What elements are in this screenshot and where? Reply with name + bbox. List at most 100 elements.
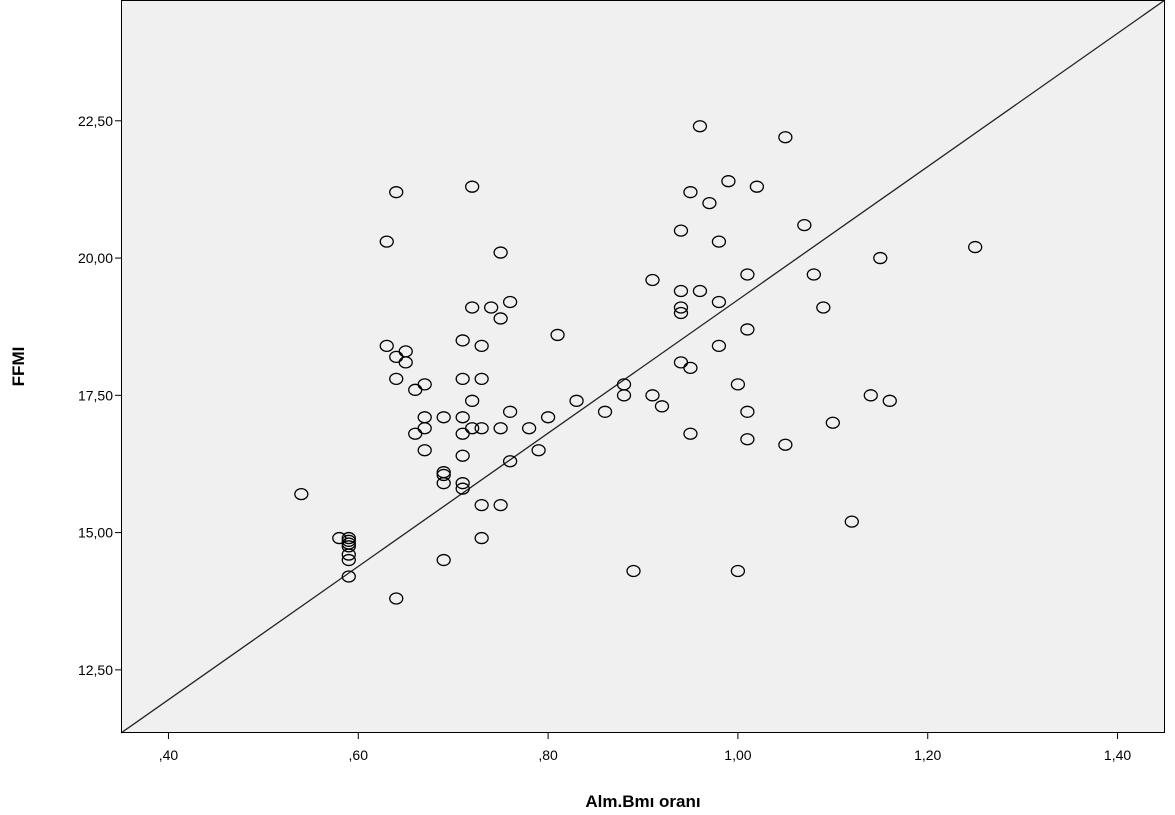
data-point: [341, 534, 356, 547]
data-point: [465, 301, 480, 314]
data-point: [455, 411, 470, 424]
data-point: [417, 378, 432, 391]
data-point: [683, 361, 698, 375]
data-point: [455, 477, 470, 490]
data-point: [749, 180, 765, 193]
data-point: [806, 268, 821, 281]
data-point: [417, 444, 432, 457]
x-tick-label: 1,00: [724, 747, 751, 763]
data-point: [465, 422, 480, 435]
data-point: [673, 224, 689, 237]
y-tick-label: 20,00: [78, 250, 113, 266]
data-point: [778, 131, 793, 144]
y-tick-label: 15,00: [78, 525, 113, 541]
y-axis-title: FFMI: [9, 347, 28, 387]
x-tick-label: ,60: [349, 747, 369, 763]
data-point: [816, 301, 831, 314]
data-point: [502, 295, 518, 309]
data-point: [436, 477, 451, 490]
data-point: [417, 422, 432, 435]
data-point: [389, 592, 404, 605]
data-point: [692, 120, 708, 133]
data-point: [531, 444, 546, 457]
data-point: [493, 498, 508, 512]
data-point: [616, 389, 632, 402]
data-point: [730, 378, 746, 391]
data-point: [654, 400, 670, 413]
data-point: [474, 498, 489, 512]
data-point: [493, 422, 508, 435]
data-point: [455, 334, 470, 347]
data-point: [294, 488, 309, 501]
x-axis-title: Alm.Bmı oranı: [585, 792, 700, 811]
data-point: [540, 411, 556, 424]
data-point: [863, 389, 878, 402]
y-tick-label: 12,50: [78, 662, 113, 678]
data-point: [711, 295, 727, 309]
data-point: [711, 235, 727, 248]
data-point: [778, 438, 793, 451]
data-point: [844, 515, 859, 528]
data-point: [673, 284, 689, 298]
data-point: [692, 284, 708, 298]
data-point: [436, 553, 451, 567]
data-point: [502, 455, 518, 468]
x-axis: ,40 ,60 ,80 1,00 1,20 1,40: [159, 733, 1131, 763]
data-point: [379, 235, 394, 248]
data-point: [341, 540, 356, 553]
data-point: [502, 405, 518, 418]
data-point: [683, 186, 698, 199]
data-point: [882, 394, 897, 407]
data-point: [740, 268, 755, 281]
data-point: [873, 251, 888, 265]
data-point: [474, 531, 489, 545]
data-point: [483, 301, 499, 314]
data-point: [465, 180, 480, 193]
y-tick-label: 22,50: [78, 113, 113, 129]
data-point: [389, 186, 404, 199]
data-point: [455, 482, 470, 495]
data-point: [626, 564, 641, 578]
data-point: [493, 312, 508, 325]
data-point: [730, 564, 746, 578]
data-point: [341, 531, 356, 545]
data-point: [474, 372, 489, 386]
data-point: [474, 422, 489, 435]
data-point: [550, 328, 565, 342]
data-point: [436, 411, 451, 424]
data-point: [569, 394, 584, 407]
data-point: [493, 246, 508, 259]
data-point: [521, 422, 537, 435]
data-points: [294, 120, 983, 605]
reference-line: [120, 0, 1166, 734]
data-point: [455, 449, 470, 462]
data-point: [702, 197, 717, 210]
data-point: [645, 273, 660, 287]
y-axis: 12,50 15,00 17,50 20,00 22,50: [78, 113, 121, 678]
data-point: [673, 301, 689, 314]
data-point: [341, 553, 356, 567]
x-tick-label: ,40: [159, 747, 179, 763]
data-point: [465, 394, 480, 407]
data-point: [597, 405, 613, 418]
x-tick-label: 1,20: [914, 747, 941, 763]
data-point: [673, 306, 689, 320]
data-point: [683, 427, 698, 440]
data-point: [436, 468, 451, 482]
data-point: [711, 339, 727, 353]
y-tick-label: 17,50: [78, 387, 113, 403]
data-point: [398, 356, 413, 369]
data-point: [968, 240, 983, 254]
data-point: [740, 405, 755, 418]
data-point: [455, 372, 470, 386]
data-point: [740, 323, 755, 336]
data-point: [379, 339, 394, 353]
data-point: [341, 570, 356, 583]
data-point: [645, 389, 660, 402]
plot-frame: [121, 0, 1165, 733]
data-point: [474, 339, 489, 353]
x-tick-label: ,80: [538, 747, 558, 763]
data-point: [740, 433, 755, 446]
data-point: [389, 372, 404, 386]
